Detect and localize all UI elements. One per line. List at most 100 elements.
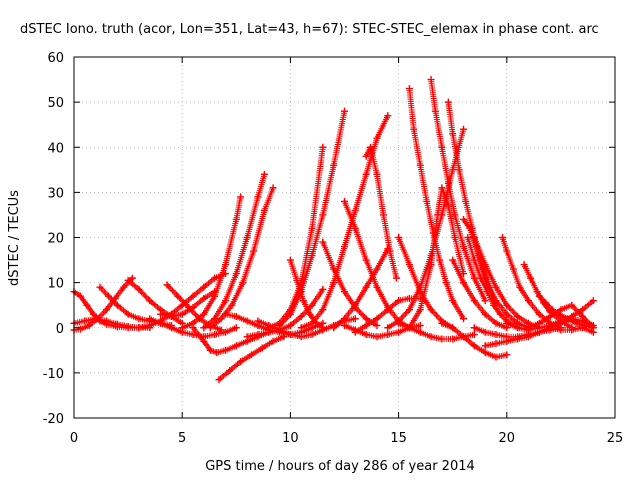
data-point bbox=[362, 283, 370, 291]
data-point bbox=[542, 299, 550, 307]
axis-ticks: 0 5 10 15 20 25 -20 -10 0 10 20 30 40 50 60 bbox=[43, 51, 624, 446]
data-point bbox=[189, 331, 197, 339]
data-point bbox=[568, 315, 576, 323]
data-point bbox=[178, 310, 186, 318]
data-point bbox=[200, 310, 208, 318]
data-point bbox=[221, 261, 229, 269]
data-point bbox=[76, 292, 84, 300]
data-point bbox=[299, 297, 307, 305]
data-point bbox=[269, 337, 277, 345]
data-point bbox=[124, 276, 132, 284]
data-point bbox=[481, 297, 489, 305]
data-point bbox=[444, 202, 452, 210]
x-tick-label: 0 bbox=[70, 431, 78, 446]
data-point bbox=[330, 161, 338, 169]
data-point bbox=[96, 283, 104, 291]
data-point bbox=[232, 215, 240, 223]
series-arc-25 bbox=[362, 143, 400, 282]
data-point bbox=[384, 324, 392, 332]
x-axis-label: GPS time / hours of day 286 of year 2014 bbox=[205, 459, 475, 474]
data-point bbox=[308, 252, 316, 260]
series-arc-14 bbox=[215, 333, 288, 384]
series-arc-22 bbox=[319, 238, 381, 329]
data-point bbox=[135, 324, 143, 332]
series-arc-24 bbox=[330, 245, 392, 332]
data-point bbox=[113, 320, 121, 328]
data-point bbox=[232, 342, 240, 350]
data-point bbox=[200, 294, 208, 302]
data-point bbox=[481, 261, 489, 269]
data-point bbox=[416, 306, 424, 314]
data-point bbox=[509, 265, 517, 273]
data-point bbox=[373, 315, 381, 323]
data-point bbox=[135, 315, 143, 323]
data-point bbox=[189, 292, 197, 300]
data-point bbox=[449, 324, 457, 332]
series-markers bbox=[460, 216, 532, 331]
data-point bbox=[239, 279, 247, 287]
data-point bbox=[221, 310, 229, 318]
data-point bbox=[206, 346, 214, 354]
data-point bbox=[362, 256, 370, 264]
data-point bbox=[319, 238, 327, 246]
y-tick-label: 40 bbox=[47, 141, 64, 156]
series-arc-10 bbox=[178, 193, 245, 332]
data-point bbox=[427, 76, 435, 84]
data-point bbox=[319, 285, 327, 293]
data-point bbox=[535, 310, 543, 318]
data-point bbox=[254, 193, 262, 201]
data-point bbox=[297, 288, 305, 296]
data-point bbox=[362, 315, 370, 323]
series-arc-29 bbox=[405, 85, 468, 323]
data-point bbox=[436, 256, 444, 264]
data-point bbox=[232, 324, 240, 332]
data-point bbox=[217, 326, 225, 334]
data-point bbox=[258, 344, 266, 352]
data-point bbox=[206, 324, 214, 332]
data-point bbox=[221, 346, 229, 354]
data-point bbox=[286, 321, 294, 329]
data-point bbox=[366, 143, 374, 151]
data-point bbox=[102, 317, 110, 325]
series-arc-39 bbox=[470, 234, 543, 332]
series-arc-34 bbox=[395, 319, 478, 343]
data-point bbox=[250, 247, 258, 255]
data-point bbox=[269, 184, 277, 192]
data-point bbox=[460, 315, 468, 323]
data-point bbox=[503, 351, 511, 359]
data-point bbox=[306, 310, 314, 318]
data-point bbox=[351, 301, 359, 309]
data-point bbox=[211, 274, 219, 282]
data-point bbox=[146, 321, 154, 329]
data-point bbox=[533, 288, 541, 296]
data-point bbox=[481, 328, 489, 336]
data-point bbox=[524, 297, 532, 305]
data-point bbox=[297, 324, 305, 332]
data-point bbox=[546, 312, 554, 320]
data-point bbox=[568, 301, 576, 309]
series-arc-42 bbox=[535, 292, 597, 332]
data-point bbox=[232, 312, 240, 320]
data-point bbox=[395, 328, 403, 336]
data-point bbox=[200, 337, 208, 345]
data-point bbox=[427, 261, 435, 269]
data-point bbox=[81, 317, 89, 325]
data-point bbox=[470, 256, 478, 264]
data-point bbox=[579, 312, 587, 320]
data-point bbox=[548, 306, 556, 314]
series-arc-47 bbox=[546, 324, 597, 336]
data-point bbox=[211, 292, 219, 300]
data-point bbox=[514, 335, 522, 343]
series-arc-35 bbox=[438, 319, 511, 361]
data-point bbox=[485, 283, 493, 291]
data-point bbox=[341, 288, 348, 296]
series-arc-37 bbox=[460, 215, 532, 332]
data-point bbox=[416, 283, 424, 291]
data-point bbox=[579, 324, 587, 332]
data-point bbox=[449, 166, 457, 174]
data-point bbox=[405, 306, 413, 314]
data-point bbox=[221, 297, 229, 305]
series-arc-21 bbox=[297, 112, 392, 332]
data-point bbox=[438, 184, 446, 192]
data-point bbox=[167, 312, 175, 320]
